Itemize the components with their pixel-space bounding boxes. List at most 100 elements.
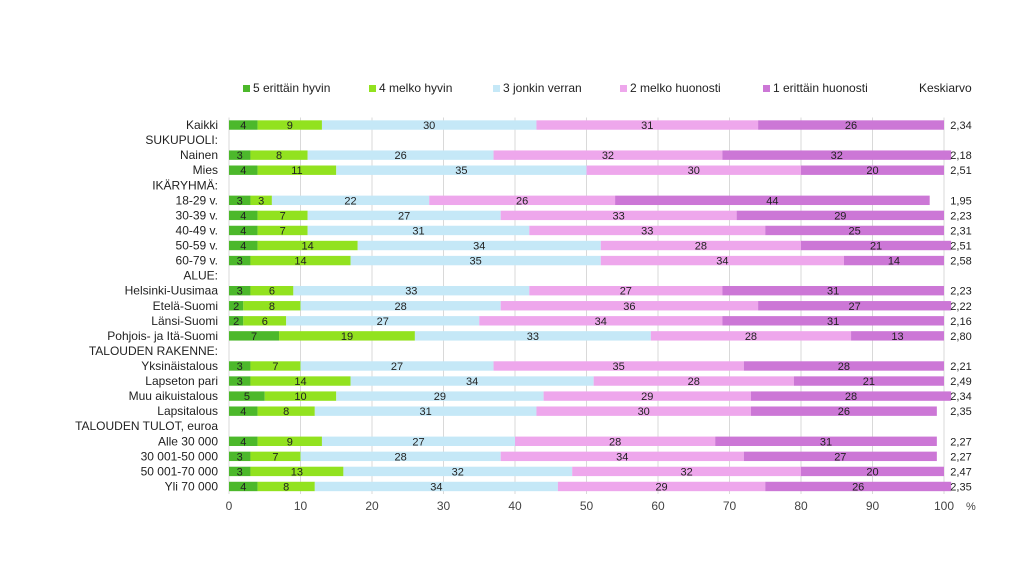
- bar-segment: [229, 195, 251, 206]
- data-label: 26: [516, 195, 528, 207]
- mean-header: Keskiarvo: [919, 81, 972, 95]
- row-label: TALOUDEN TULOT, euroa: [75, 419, 218, 433]
- data-label: 21: [863, 376, 875, 388]
- bar-segment: [743, 361, 944, 371]
- bar-segment: [572, 466, 801, 477]
- bar-segment: [250, 451, 301, 462]
- legend-entry: 1 erittäin huonosti: [773, 81, 868, 95]
- data-label: 4: [240, 406, 246, 418]
- data-label: 9: [287, 436, 293, 448]
- bar-segment: [229, 331, 280, 341]
- mean-value: 2,51: [950, 165, 971, 177]
- data-label: 28: [394, 451, 406, 463]
- row-label: 30-39 v.: [176, 208, 218, 222]
- legend-entry: 5 erittäin hyvin: [253, 81, 330, 95]
- bar-segment: [529, 285, 723, 296]
- mean-value: 2,31: [950, 225, 971, 237]
- bar-segment: [229, 225, 258, 236]
- bar-segment: [257, 240, 358, 251]
- bar-segment: [243, 316, 287, 326]
- bar-segment: [750, 391, 952, 401]
- bar-segment: [314, 406, 537, 416]
- bar-segment: [229, 255, 251, 266]
- bar-segment: [750, 406, 937, 416]
- bar-segment: [229, 361, 251, 371]
- bar-segment: [229, 451, 251, 462]
- mean-value: 2,35: [950, 406, 971, 418]
- mean-value: 2,34: [950, 391, 971, 403]
- bar-segment: [229, 120, 258, 130]
- x-tick-label: 90: [866, 499, 880, 513]
- data-label: 14: [294, 256, 306, 268]
- bar-segment: [557, 481, 766, 492]
- data-label: 32: [452, 466, 464, 478]
- row-label: TALOUDEN RAKENNE:: [89, 344, 218, 358]
- data-label: 35: [455, 165, 467, 177]
- data-label: 44: [766, 195, 778, 207]
- bar-segment: [493, 361, 744, 371]
- legend-entry: 4 melko hyvin: [379, 81, 452, 95]
- bar-segment: [722, 150, 952, 160]
- x-tick-label: 20: [365, 499, 379, 513]
- bar-segment: [250, 285, 294, 296]
- legend-swatch: [620, 85, 627, 92]
- data-label: 34: [616, 451, 628, 463]
- bar-segment: [343, 466, 573, 477]
- data-label: 4: [240, 241, 246, 253]
- bar-segment: [257, 436, 322, 446]
- bar-segment: [500, 451, 744, 462]
- bar-segment: [250, 195, 272, 206]
- data-label: 13: [291, 466, 303, 478]
- bar-segment: [279, 331, 415, 341]
- bar-segment: [350, 376, 594, 386]
- row-label: Mies: [193, 163, 218, 177]
- data-label: 14: [302, 241, 314, 253]
- bar-segment: [414, 331, 651, 341]
- data-label: 4: [240, 120, 246, 132]
- data-label: 31: [641, 120, 653, 132]
- data-label: 30: [423, 120, 435, 132]
- bar-segment: [736, 210, 944, 221]
- data-label: 4: [240, 436, 246, 448]
- bar-segment: [793, 376, 944, 386]
- bar-segment: [257, 225, 308, 236]
- data-label: 28: [609, 436, 621, 448]
- mean-value: 2,49: [950, 376, 971, 388]
- mean-value: 2,22: [950, 301, 971, 313]
- data-label: 3: [237, 451, 243, 463]
- data-label: 7: [280, 225, 286, 237]
- mean-value: 1,95: [950, 195, 971, 207]
- data-label: 2: [233, 316, 239, 328]
- data-label: 21: [870, 241, 882, 253]
- bar-segment: [843, 255, 944, 266]
- legend-entry: 3 jonkin verran: [503, 81, 582, 95]
- bar-segment: [600, 255, 844, 266]
- row-label: Pohjois- ja Itä-Suomi: [107, 329, 218, 343]
- bar-segment: [250, 255, 351, 266]
- mean-value: 2,27: [950, 451, 971, 463]
- bar-segment: [321, 436, 515, 446]
- bar-segment: [229, 466, 251, 477]
- data-label: 2: [233, 301, 239, 313]
- row-label: Lapseton pari: [145, 374, 218, 388]
- data-label: 14: [888, 256, 900, 268]
- row-label: Helsinki-Uusimaa: [125, 284, 219, 298]
- data-label: 3: [237, 361, 243, 373]
- data-label: 3: [237, 466, 243, 478]
- mean-value: 2,80: [950, 331, 971, 343]
- data-label: 29: [655, 481, 667, 493]
- bar-segment: [250, 376, 351, 386]
- data-label: 3: [258, 195, 264, 207]
- bar-segment: [293, 285, 530, 296]
- bar-segment: [250, 150, 308, 160]
- data-label: 32: [831, 150, 843, 162]
- bar-segment: [229, 165, 258, 175]
- data-label: 27: [834, 451, 846, 463]
- x-tick-label: 80: [794, 499, 808, 513]
- data-label: 13: [891, 331, 903, 343]
- data-label: 4: [240, 225, 246, 237]
- data-label: 14: [294, 376, 306, 388]
- x-tick-label: 0: [226, 499, 233, 513]
- bar-segment: [493, 150, 723, 160]
